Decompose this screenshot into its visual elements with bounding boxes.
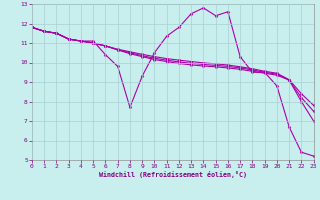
X-axis label: Windchill (Refroidissement éolien,°C): Windchill (Refroidissement éolien,°C) <box>99 171 247 178</box>
